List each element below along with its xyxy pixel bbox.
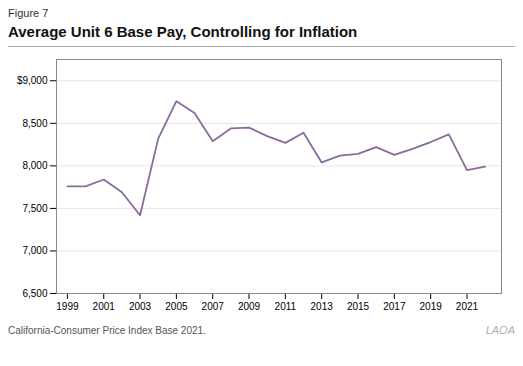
html-text:California-Consumer Price Inde: California-Consumer Price Index Base 202…: [8, 325, 206, 336]
html-text:Figure 7: Figure 7: [8, 7, 49, 19]
svg-text:$9,000: $9,000: [17, 75, 48, 86]
svg-text:2001: 2001: [93, 301, 116, 312]
html-text:LAOA: LAOA: [485, 324, 515, 336]
svg-text:2011: 2011: [275, 301, 297, 312]
svg-text:1999: 1999: [56, 301, 79, 312]
svg-text:2013: 2013: [311, 301, 334, 312]
svg-text:2017: 2017: [383, 301, 406, 312]
svg-text:2007: 2007: [202, 301, 225, 312]
svg-text:8,000: 8,000: [22, 160, 47, 171]
svg-text:2009: 2009: [238, 301, 261, 312]
svg-text:2003: 2003: [129, 301, 152, 312]
svg-text:2019: 2019: [420, 301, 443, 312]
svg-text:6,500: 6,500: [22, 288, 47, 299]
svg-text:2015: 2015: [347, 301, 370, 312]
svg-text:7,500: 7,500: [22, 203, 47, 214]
html-text:Average Unit 6 Base Pay, Contr: Average Unit 6 Base Pay, Controlling for…: [8, 23, 358, 40]
svg-text:8,500: 8,500: [22, 118, 47, 129]
svg-text:2021: 2021: [456, 301, 479, 312]
svg-text:7,000: 7,000: [22, 245, 47, 256]
svg-text:2005: 2005: [165, 301, 188, 312]
